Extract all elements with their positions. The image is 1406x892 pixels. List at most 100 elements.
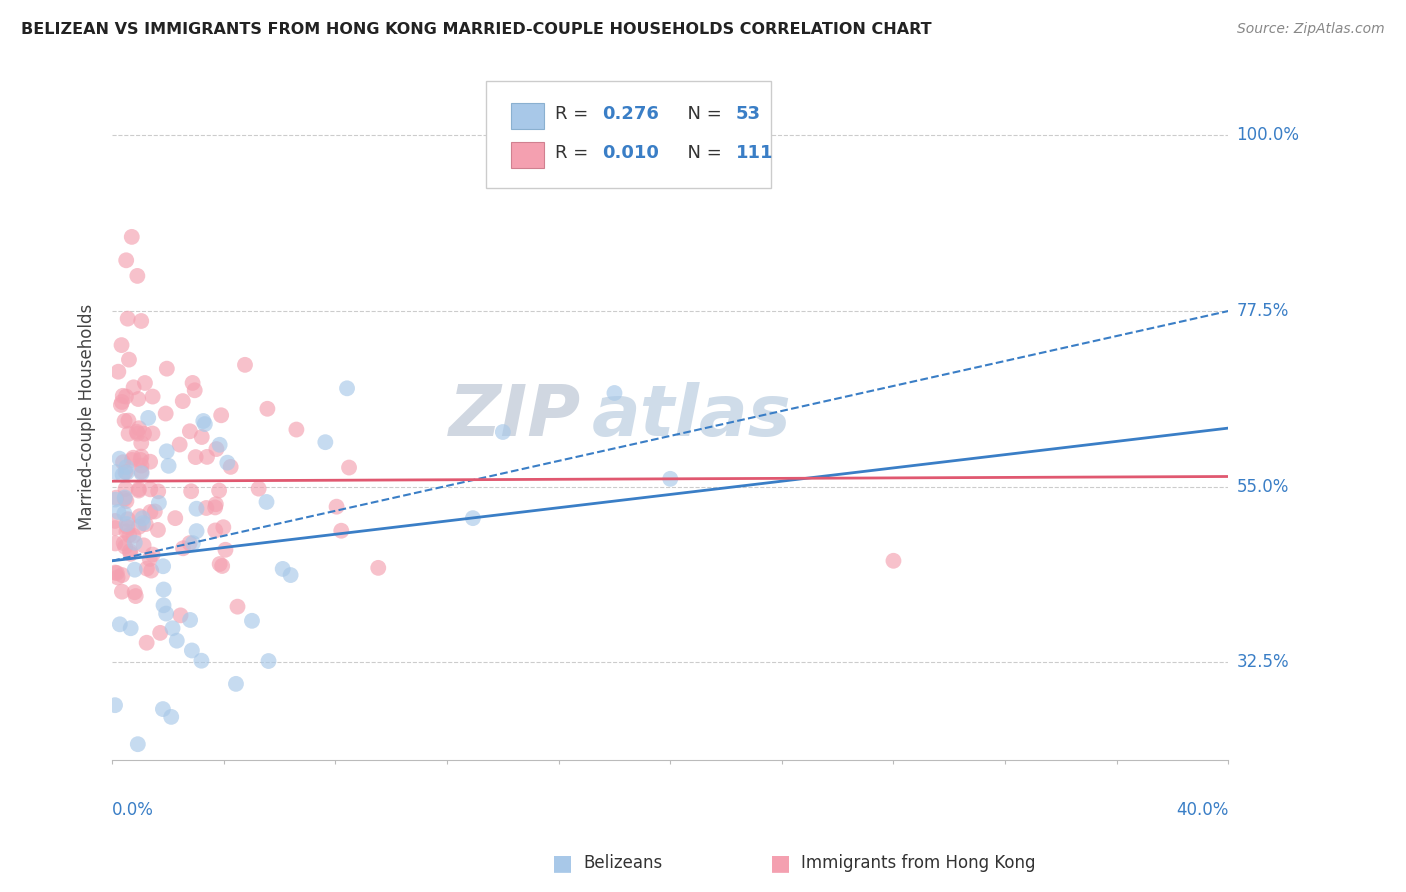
Point — [285, 423, 308, 437]
Text: BELIZEAN VS IMMIGRANTS FROM HONG KONG MARRIED-COUPLE HOUSEHOLDS CORRELATION CHAR: BELIZEAN VS IMMIGRANTS FROM HONG KONG MA… — [21, 22, 932, 37]
Point — [124, 535, 146, 549]
Y-axis label: Married-couple Households: Married-couple Households — [79, 303, 96, 530]
Point — [131, 450, 153, 464]
Point — [208, 438, 231, 452]
Text: Source: ZipAtlas.com: Source: ZipAtlas.com — [1237, 22, 1385, 37]
Point — [882, 554, 904, 568]
Point — [104, 566, 127, 580]
Point — [111, 568, 134, 582]
Point — [131, 458, 153, 473]
Point — [142, 390, 165, 404]
Point — [181, 376, 204, 390]
Point — [169, 608, 191, 623]
Point — [124, 563, 146, 577]
Point — [115, 466, 138, 480]
Point — [127, 737, 149, 751]
Point — [152, 599, 174, 613]
Point — [139, 455, 162, 469]
Text: 53: 53 — [737, 105, 761, 123]
Point — [603, 386, 626, 401]
Point — [152, 559, 174, 574]
Point — [214, 542, 236, 557]
Point — [129, 314, 152, 328]
Point — [115, 390, 138, 404]
Point — [112, 507, 135, 521]
FancyBboxPatch shape — [486, 81, 770, 187]
Point — [104, 521, 127, 535]
Point — [134, 376, 156, 390]
Point — [104, 465, 127, 479]
Point — [135, 561, 157, 575]
Point — [204, 524, 226, 538]
Text: 40.0%: 40.0% — [1175, 801, 1229, 819]
Point — [104, 536, 127, 550]
Point — [115, 524, 138, 539]
Bar — [510, 103, 544, 129]
Text: 0.0%: 0.0% — [112, 801, 155, 819]
Point — [105, 491, 128, 505]
Point — [132, 516, 155, 530]
Point — [160, 710, 183, 724]
Point — [256, 401, 278, 416]
Point — [156, 444, 179, 458]
Point — [111, 395, 134, 409]
Point — [124, 585, 146, 599]
Point — [121, 230, 143, 244]
Point — [179, 424, 201, 438]
Point — [659, 472, 682, 486]
Text: N =: N = — [676, 105, 727, 123]
Text: R =: R = — [555, 105, 595, 123]
Point — [127, 426, 149, 441]
Point — [142, 548, 165, 562]
Point — [131, 467, 153, 481]
Point — [118, 528, 141, 542]
Point — [152, 702, 174, 716]
Point — [257, 654, 280, 668]
Point — [122, 380, 145, 394]
Text: atlas: atlas — [592, 382, 792, 450]
Text: ■: ■ — [770, 854, 790, 873]
Point — [204, 500, 226, 515]
Point — [156, 361, 179, 376]
Point — [165, 511, 187, 525]
Point — [115, 494, 138, 508]
Point — [149, 625, 172, 640]
Point — [117, 520, 139, 534]
Point — [114, 491, 136, 505]
Point — [195, 500, 218, 515]
Point — [104, 514, 127, 528]
Point — [110, 338, 132, 352]
Text: ■: ■ — [553, 854, 572, 873]
Point — [108, 617, 131, 632]
Point — [131, 465, 153, 479]
Point — [111, 584, 134, 599]
Point — [256, 495, 278, 509]
Point — [186, 501, 208, 516]
Point — [121, 453, 143, 467]
Point — [111, 389, 134, 403]
Point — [337, 460, 360, 475]
Point — [155, 607, 177, 621]
Point — [128, 520, 150, 534]
Point — [184, 450, 207, 464]
Point — [104, 698, 127, 713]
Point — [114, 540, 136, 554]
Point — [114, 491, 136, 506]
Text: 77.5%: 77.5% — [1237, 302, 1289, 320]
Point — [135, 517, 157, 532]
Point — [135, 636, 157, 650]
Point — [132, 538, 155, 552]
Point — [217, 456, 239, 470]
Point — [128, 421, 150, 435]
Point — [461, 511, 484, 525]
Point — [205, 442, 228, 456]
Point — [330, 524, 353, 538]
Point — [141, 426, 163, 441]
Point — [138, 552, 160, 566]
Point — [181, 536, 204, 550]
Point — [180, 643, 202, 657]
Point — [139, 505, 162, 519]
Point — [139, 483, 162, 497]
Point — [117, 311, 139, 326]
Point — [108, 451, 131, 466]
